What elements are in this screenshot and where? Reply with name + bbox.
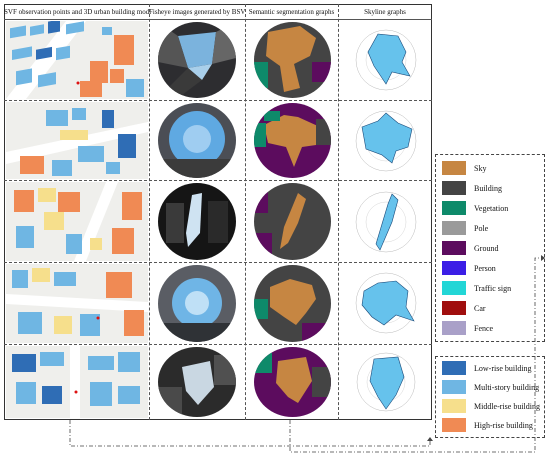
legend-item-car: Car xyxy=(442,299,486,317)
skyline-polar-chart xyxy=(348,103,424,179)
legend-swatch xyxy=(442,201,466,215)
legend-swatch xyxy=(442,161,466,175)
skyline-polar-chart xyxy=(348,347,424,417)
header-divider xyxy=(4,19,432,20)
legend-swatch xyxy=(442,321,466,335)
legend-item-vegetation: Vegetation xyxy=(442,199,508,217)
legend-swatch xyxy=(442,181,466,195)
legend-swatch xyxy=(442,301,466,315)
figure-frame xyxy=(4,4,432,420)
legend-item-traffic-sign: Traffic sign xyxy=(442,279,511,297)
legend-swatch xyxy=(442,281,466,295)
segmentation-legend: Sky Building Vegetation Pole Ground Pers… xyxy=(435,154,545,342)
urban-model-image xyxy=(6,21,148,99)
legend-swatch xyxy=(442,380,466,394)
column-divider xyxy=(245,4,246,420)
legend-swatch xyxy=(442,241,466,255)
legend-item-low-rise: Low-rise building xyxy=(442,359,532,377)
urban-model-image xyxy=(6,264,148,343)
building-legend: Low-rise building Multi-story building M… xyxy=(435,356,545,438)
legend-swatch xyxy=(442,418,466,432)
legend-item-middle-rise: Middle-rise building xyxy=(442,397,540,415)
legend-swatch xyxy=(442,221,466,235)
legend-item-building: Building xyxy=(442,179,502,197)
legend-item-sky: Sky xyxy=(442,159,486,177)
row-divider xyxy=(4,262,432,263)
skyline-polar-chart xyxy=(348,184,424,260)
fisheye-image xyxy=(158,265,236,342)
legend-swatch xyxy=(442,361,466,375)
fisheye-image xyxy=(158,183,236,260)
urban-model-image xyxy=(6,102,148,179)
column-header-segmentation: Semantic segmentation graphs xyxy=(248,8,335,16)
legend-swatch xyxy=(442,261,466,275)
skyline-polar-chart xyxy=(348,22,424,98)
column-header-3d-models: SVF observation points and 3D urban buil… xyxy=(4,8,149,16)
row-divider xyxy=(4,344,432,345)
row-divider xyxy=(4,100,432,101)
legend-item-person: Person xyxy=(442,259,496,277)
legend-item-pole: Pole xyxy=(442,219,488,237)
skyline-polar-chart xyxy=(348,265,424,341)
column-header-fisheye: Fisheye images generated by BSV xyxy=(149,8,245,16)
legend-item-fence: Fence xyxy=(442,319,493,337)
column-header-skyline: Skyline graphs xyxy=(364,8,406,16)
segmentation-image xyxy=(254,347,331,417)
column-divider xyxy=(338,4,339,420)
urban-model-image xyxy=(6,346,148,418)
legend-item-high-rise: High-rise building xyxy=(442,416,533,434)
segmentation-image xyxy=(254,103,331,178)
row-divider xyxy=(4,180,432,181)
column-divider xyxy=(149,4,150,420)
legend-item-ground: Ground xyxy=(442,239,498,257)
segmentation-image xyxy=(254,183,331,260)
urban-model-image xyxy=(6,182,148,261)
legend-swatch xyxy=(442,399,466,413)
segmentation-image xyxy=(254,22,331,98)
legend-item-multi-story: Multi-story building xyxy=(442,378,539,396)
